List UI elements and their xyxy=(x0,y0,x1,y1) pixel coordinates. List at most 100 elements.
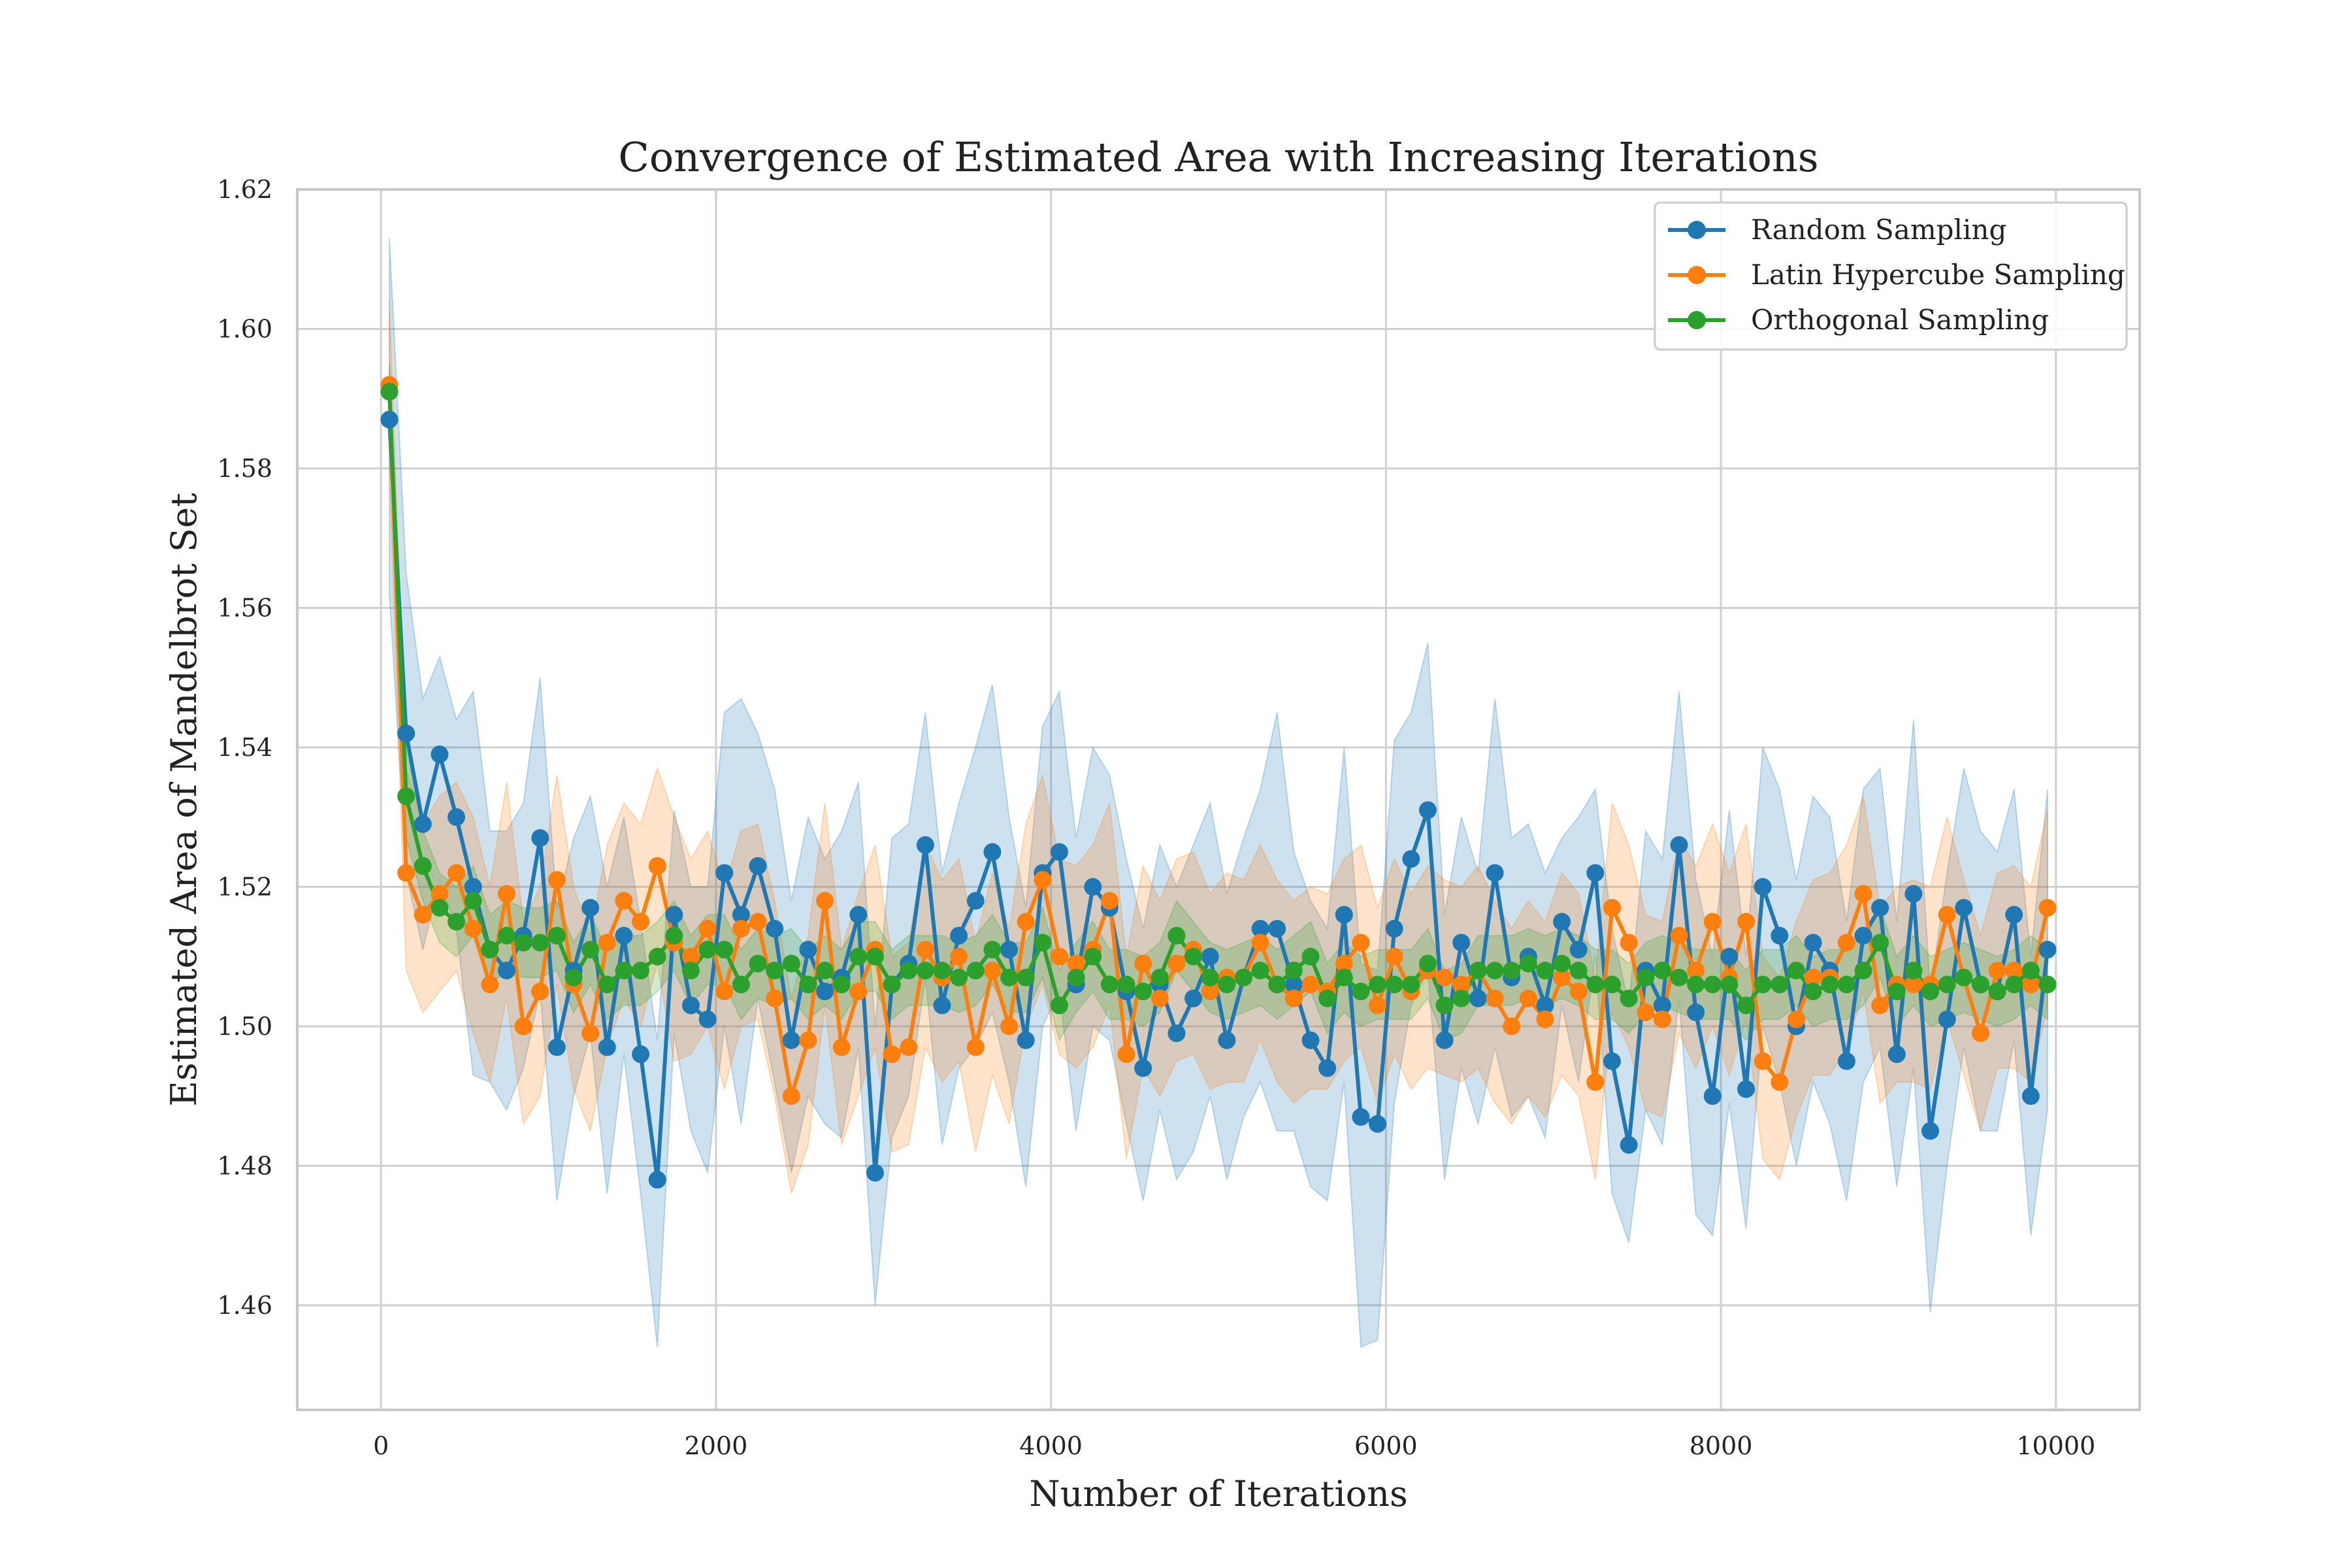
point-random-sampling xyxy=(1084,877,1102,896)
point-latin-hypercube-sampling xyxy=(698,919,717,938)
point-orthogonal-sampling xyxy=(397,787,416,806)
point-latin-hypercube-sampling xyxy=(832,1038,851,1056)
legend-item-orthogonal: Orthogonal Sampling xyxy=(1668,304,2049,336)
chart-title: Convergence of Estimated Area with Incre… xyxy=(618,133,1818,181)
point-random-sampling xyxy=(1687,1004,1705,1022)
point-orthogonal-sampling xyxy=(448,913,466,931)
point-orthogonal-sampling xyxy=(749,955,767,973)
point-orthogonal-sampling xyxy=(766,962,784,980)
point-random-sampling xyxy=(632,1045,650,1064)
point-random-sampling xyxy=(950,926,968,945)
point-orthogonal-sampling xyxy=(1184,947,1203,966)
point-random-sampling xyxy=(1486,864,1504,882)
point-random-sampling xyxy=(1201,947,1219,966)
point-latin-hypercube-sampling xyxy=(1703,913,1722,931)
point-orthogonal-sampling xyxy=(1703,975,1722,994)
point-random-sampling xyxy=(1887,1045,1906,1064)
point-random-sampling xyxy=(1921,1122,1940,1140)
point-random-sampling xyxy=(1804,934,1822,952)
point-latin-hypercube-sampling xyxy=(598,934,616,952)
point-orthogonal-sampling xyxy=(1536,962,1554,980)
point-random-sampling xyxy=(397,725,416,743)
point-orthogonal-sampling xyxy=(1653,962,1671,980)
point-orthogonal-sampling xyxy=(531,934,549,952)
legend-label-orthogonal: Orthogonal Sampling xyxy=(1751,304,2049,336)
point-orthogonal-sampling xyxy=(1435,996,1454,1015)
point-random-sampling xyxy=(1670,836,1688,854)
point-orthogonal-sampling xyxy=(632,962,650,980)
point-orthogonal-sampling xyxy=(1553,955,1571,973)
point-random-sampling xyxy=(665,906,683,924)
point-random-sampling xyxy=(581,898,600,917)
point-orthogonal-sampling xyxy=(1670,968,1688,987)
point-orthogonal-sampling xyxy=(1921,983,1940,1001)
legend-marker-latin-hypercube xyxy=(1688,266,1706,284)
point-random-sampling xyxy=(1771,926,1789,945)
point-latin-hypercube-sampling xyxy=(547,871,566,889)
point-orthogonal-sampling xyxy=(615,962,633,980)
point-random-sampling xyxy=(1452,934,1471,952)
point-orthogonal-sampling xyxy=(1569,962,1588,980)
point-latin-hypercube-sampling xyxy=(1151,989,1169,1007)
point-latin-hypercube-sampling xyxy=(497,885,515,903)
point-random-sampling xyxy=(749,857,767,875)
point-random-sampling xyxy=(782,1031,800,1049)
point-orthogonal-sampling xyxy=(564,968,583,987)
point-random-sampling xyxy=(916,836,934,854)
y-tick-label: 1.54 xyxy=(217,733,272,762)
y-tick-label: 1.52 xyxy=(217,872,272,901)
point-random-sampling xyxy=(849,906,868,924)
point-orthogonal-sampling xyxy=(1737,996,1756,1015)
point-orthogonal-sampling xyxy=(1134,983,1152,1001)
point-orthogonal-sampling xyxy=(547,926,566,945)
markers-orthogonal-sampling xyxy=(380,383,2057,1015)
point-orthogonal-sampling xyxy=(514,934,532,952)
x-tick-label: 0 xyxy=(373,1431,389,1460)
point-latin-hypercube-sampling xyxy=(950,947,968,966)
point-random-sampling xyxy=(1854,926,1872,945)
point-orthogonal-sampling xyxy=(481,940,499,958)
point-random-sampling xyxy=(1469,989,1487,1007)
point-latin-hypercube-sampling xyxy=(1754,1052,1772,1070)
point-random-sampling xyxy=(1955,898,1973,917)
point-latin-hypercube-sampling xyxy=(1519,989,1537,1007)
point-latin-hypercube-sampling xyxy=(1620,934,1638,952)
point-orthogonal-sampling xyxy=(2005,975,2023,994)
point-latin-hypercube-sampling xyxy=(1335,955,1353,973)
point-latin-hypercube-sampling xyxy=(1737,913,1756,931)
point-latin-hypercube-sampling xyxy=(1503,1017,1521,1036)
point-orthogonal-sampling xyxy=(1904,962,1923,980)
point-orthogonal-sampling xyxy=(380,383,399,401)
point-random-sampling xyxy=(1536,996,1554,1015)
point-orthogonal-sampling xyxy=(1084,947,1102,966)
point-orthogonal-sampling xyxy=(1251,962,1269,980)
point-latin-hypercube-sampling xyxy=(431,885,449,903)
point-orthogonal-sampling xyxy=(832,975,851,994)
confidence-bands xyxy=(389,238,2048,1348)
point-orthogonal-sampling xyxy=(1519,955,1537,973)
legend-marker-orthogonal xyxy=(1688,311,1706,329)
band-random-sampling xyxy=(389,238,2048,1348)
point-random-sampling xyxy=(983,843,1002,861)
point-orthogonal-sampling xyxy=(1284,962,1303,980)
point-orthogonal-sampling xyxy=(715,940,734,958)
legend-item-latin-hypercube: Latin Hypercube Sampling xyxy=(1668,259,2125,291)
point-orthogonal-sampling xyxy=(1469,962,1487,980)
point-orthogonal-sampling xyxy=(1871,934,1889,952)
point-orthogonal-sampling xyxy=(950,968,968,987)
point-orthogonal-sampling xyxy=(883,975,901,994)
point-latin-hypercube-sampling xyxy=(464,919,482,938)
point-latin-hypercube-sampling xyxy=(1486,989,1504,1007)
point-random-sampling xyxy=(732,906,750,924)
point-random-sampling xyxy=(1301,1031,1320,1049)
point-latin-hypercube-sampling xyxy=(916,940,934,958)
x-tick-labels: 0 2000 4000 6000 8000 10000 xyxy=(373,1431,2095,1460)
legend-box xyxy=(1654,201,2128,351)
point-random-sampling xyxy=(1603,1052,1621,1070)
point-orthogonal-sampling xyxy=(581,940,600,958)
point-orthogonal-sampling xyxy=(732,975,750,994)
point-random-sampling xyxy=(464,877,482,896)
point-latin-hypercube-sampling xyxy=(1000,1017,1019,1036)
point-orthogonal-sampling xyxy=(1486,962,1504,980)
point-orthogonal-sampling xyxy=(1201,968,1219,987)
